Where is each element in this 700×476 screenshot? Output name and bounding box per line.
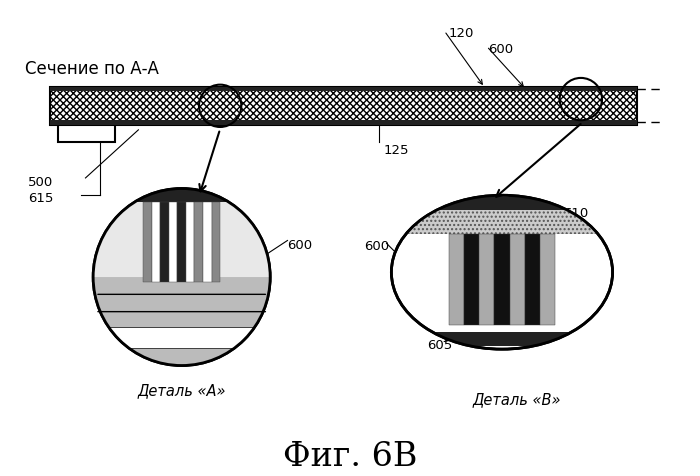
Bar [211, 202, 220, 282]
Wedge shape [93, 188, 270, 277]
Text: 610: 610 [564, 207, 589, 220]
Text: 500: 500 [220, 314, 246, 327]
Bar [50, 87, 636, 125]
Bar [195, 202, 203, 282]
Bar [144, 202, 152, 282]
Bar [449, 234, 464, 325]
Bar [50, 87, 636, 125]
Text: Фиг. 6B: Фиг. 6B [283, 441, 417, 473]
Text: 125: 125 [384, 144, 409, 157]
Bar [393, 332, 610, 346]
Bar [50, 87, 636, 91]
Text: Сечение по А-А: Сечение по А-А [25, 60, 159, 78]
Text: Деталь «B»: Деталь «B» [473, 392, 561, 407]
Text: 500: 500 [28, 176, 53, 189]
Text: 615: 615 [28, 192, 53, 205]
Bar [50, 120, 636, 125]
Bar [540, 234, 555, 325]
Bar [494, 234, 510, 325]
Bar [160, 202, 169, 282]
Bar [152, 202, 160, 282]
Text: Деталь «A»: Деталь «A» [137, 383, 226, 398]
Bar [169, 202, 177, 282]
Bar [464, 234, 480, 325]
Bar [393, 210, 610, 234]
Text: 120: 120 [448, 27, 473, 40]
Bar [525, 234, 540, 325]
Bar [186, 202, 195, 282]
Bar [510, 234, 525, 325]
Bar [480, 234, 494, 325]
Bar [97, 327, 266, 348]
Ellipse shape [391, 195, 612, 349]
Text: 600: 600 [489, 43, 514, 56]
Wedge shape [93, 277, 270, 366]
Bar [177, 202, 186, 282]
Text: 600: 600 [365, 240, 390, 254]
Bar [203, 202, 211, 282]
Bar [94, 189, 270, 202]
Text: 605: 605 [427, 338, 452, 352]
Bar [57, 125, 116, 142]
Text: 600: 600 [288, 238, 313, 251]
Bar [393, 197, 610, 210]
Circle shape [93, 188, 270, 366]
